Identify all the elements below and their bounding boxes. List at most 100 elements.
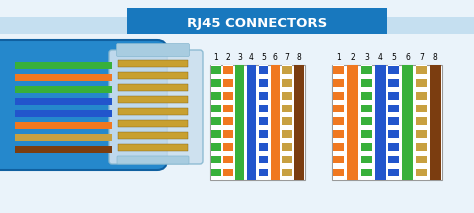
Bar: [118, 84, 188, 91]
Bar: [211, 156, 221, 163]
Bar: [416, 79, 427, 87]
Bar: [118, 60, 188, 67]
Bar: [361, 66, 372, 74]
Bar: [361, 65, 372, 180]
Bar: [0, 17, 474, 34]
Bar: [118, 132, 188, 139]
Bar: [361, 92, 372, 99]
Bar: [416, 65, 427, 180]
Bar: [15, 98, 112, 105]
Bar: [283, 79, 292, 87]
Bar: [388, 105, 400, 112]
Bar: [283, 117, 292, 125]
Bar: [271, 65, 280, 180]
Bar: [15, 134, 112, 141]
Text: 2: 2: [226, 53, 230, 62]
Bar: [259, 79, 268, 87]
Bar: [333, 65, 345, 180]
Bar: [211, 92, 221, 99]
Bar: [333, 117, 345, 125]
Bar: [333, 79, 345, 87]
FancyBboxPatch shape: [117, 43, 190, 56]
Text: 1: 1: [337, 53, 341, 62]
Bar: [283, 65, 292, 180]
Text: 6: 6: [273, 53, 278, 62]
Bar: [223, 79, 233, 87]
Bar: [388, 65, 400, 180]
FancyBboxPatch shape: [109, 50, 203, 164]
Text: 3: 3: [237, 53, 242, 62]
Bar: [259, 143, 268, 151]
Bar: [283, 156, 292, 163]
Bar: [333, 66, 345, 74]
Bar: [211, 168, 221, 176]
Text: 1: 1: [214, 53, 219, 62]
Bar: [416, 130, 427, 138]
Bar: [388, 92, 400, 99]
Bar: [259, 156, 268, 163]
Bar: [211, 117, 221, 125]
Bar: [333, 105, 345, 112]
Bar: [429, 65, 441, 180]
FancyBboxPatch shape: [117, 156, 189, 164]
Text: 8: 8: [433, 53, 438, 62]
Bar: [416, 105, 427, 112]
Text: 5: 5: [392, 53, 396, 62]
Bar: [388, 79, 400, 87]
Bar: [416, 92, 427, 99]
Bar: [402, 65, 413, 180]
Bar: [223, 156, 233, 163]
Bar: [416, 143, 427, 151]
Bar: [388, 130, 400, 138]
Bar: [361, 156, 372, 163]
Text: 7: 7: [285, 53, 290, 62]
Bar: [118, 144, 188, 151]
Bar: [118, 120, 188, 127]
Bar: [388, 66, 400, 74]
Bar: [388, 117, 400, 125]
Bar: [223, 117, 233, 125]
Bar: [15, 62, 112, 69]
Bar: [118, 108, 188, 115]
Bar: [259, 168, 268, 176]
Bar: [283, 105, 292, 112]
Bar: [259, 65, 268, 180]
Text: 3: 3: [364, 53, 369, 62]
Bar: [118, 72, 188, 79]
Bar: [223, 66, 233, 74]
Bar: [223, 105, 233, 112]
Bar: [118, 96, 188, 103]
Bar: [361, 105, 372, 112]
Bar: [210, 65, 305, 180]
Text: 4: 4: [378, 53, 383, 62]
Bar: [211, 105, 221, 112]
Bar: [388, 168, 400, 176]
Bar: [388, 143, 400, 151]
Bar: [361, 130, 372, 138]
Bar: [361, 79, 372, 87]
Bar: [416, 168, 427, 176]
Bar: [223, 168, 233, 176]
Bar: [347, 65, 358, 180]
Bar: [223, 65, 233, 180]
Bar: [333, 168, 345, 176]
Bar: [283, 130, 292, 138]
Bar: [259, 130, 268, 138]
Bar: [15, 122, 112, 129]
Bar: [211, 66, 221, 74]
Bar: [247, 65, 256, 180]
Bar: [223, 130, 233, 138]
Text: 4: 4: [249, 53, 254, 62]
Bar: [361, 168, 372, 176]
Bar: [283, 168, 292, 176]
Bar: [333, 92, 345, 99]
Text: 5: 5: [261, 53, 266, 62]
Bar: [294, 65, 304, 180]
Bar: [211, 143, 221, 151]
Bar: [388, 156, 400, 163]
Bar: [223, 143, 233, 151]
FancyBboxPatch shape: [0, 40, 167, 170]
Bar: [127, 8, 387, 34]
Bar: [211, 79, 221, 87]
Bar: [332, 65, 442, 180]
